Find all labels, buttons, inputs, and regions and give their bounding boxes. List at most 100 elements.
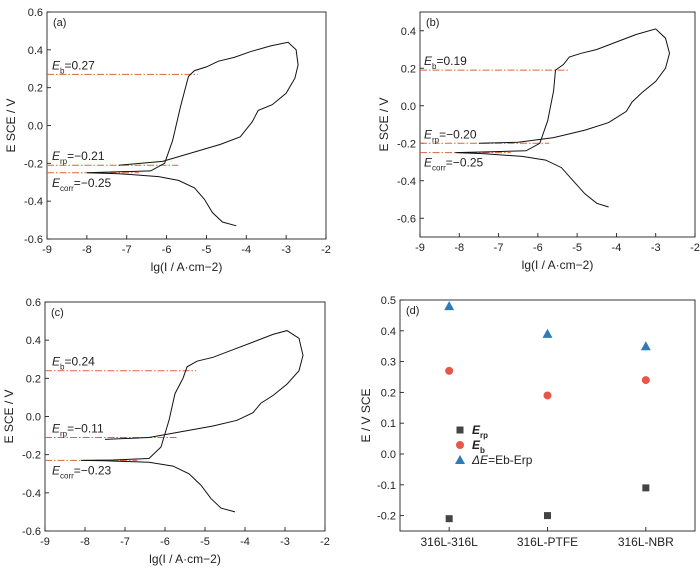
x-tick-label: -8 [80,536,90,548]
y-tick-label: -0.6 [24,234,43,246]
label-value: =−0.21 [67,149,105,163]
label-symbol: E [52,176,61,190]
y-tick-label: 0.4 [28,45,43,57]
polarization-curve [80,330,304,513]
panel-a: -9 -8 -7 -6 -5 -4 -3 -2 0.6 0.4 0.2 0.0 -0.2 -0.4 -0.6… [4,7,331,274]
label-symbol: E [52,355,61,369]
data-point [445,366,454,375]
category-label: 316L-NBR [618,535,674,549]
annotation-rp: Erp=−0.11 [52,421,104,438]
y-tick-label: 0.2 [26,373,41,385]
label-value: =−0.23 [74,463,112,477]
plot-frame [46,11,327,240]
x-tick-label: -6 [162,244,172,256]
legend-marker [456,426,464,434]
annotation-b: Eb=0.27 [52,58,95,75]
y-tick-label: 0.6 [28,7,43,19]
data-point [444,301,455,311]
y-tick-label: -0.6 [22,526,41,538]
category-label: 316L-316L [420,535,478,549]
polarization-curve [86,41,299,227]
label-subscript: rp [60,429,68,438]
label-value: =0.27 [64,58,95,72]
label-subscript: corr [432,164,446,173]
y-axis-label: E SCE / V [4,98,18,152]
x-tick-label: -8 [82,244,92,256]
y-axis-label: E SCE / V [377,97,391,151]
y-axis-label: E / V SCE [359,388,373,442]
y-tick-label: 0.0 [381,449,396,461]
y-tick-label: -0.2 [24,158,43,170]
legend-extra: =Eb-Erp [488,453,533,467]
label-subscript: corr [60,471,74,480]
label-value: =0.24 [64,355,95,369]
annotation-corr: Ecorr=−0.25 [424,156,483,173]
panel-label: (c) [51,307,64,319]
annotation-corr: Ecorr=−0.25 [52,176,111,193]
x-tick-label: -5 [572,242,582,254]
label-value: =−0.11 [67,421,104,435]
legend-subscript: b [480,446,485,455]
x-tick-label: -9 [415,242,425,254]
y-tick-label: -0.4 [397,176,416,188]
y-tick-label: 0.0 [26,412,41,424]
panel-label: (d) [406,305,419,317]
x-tick-label: -2 [690,242,700,254]
label-value: =−0.25 [74,176,112,190]
data-point [640,341,651,351]
y-tick-label: 0.2 [401,63,416,75]
annotation-b: Eb=0.24 [52,355,95,372]
label-value: =−0.20 [439,127,477,141]
legend-label: Eb [472,438,485,455]
y-tick-label: 0.0 [401,101,416,113]
x-tick-label: -3 [651,242,661,254]
y-tick-label: -0.2 [397,138,416,150]
label-symbol: E [52,149,61,163]
annotation-corr: Ecorr=−0.23 [52,463,111,480]
plot-frame [419,11,696,238]
x-tick-label: -3 [281,244,291,256]
y-tick-label: 0.4 [401,26,416,38]
x-tick-label: -6 [533,242,543,254]
x-tick-label: -4 [240,536,250,548]
label-value: =0.19 [436,54,467,68]
annotation-b: Eb=0.19 [424,54,467,71]
y-tick-label: -0.6 [397,213,416,225]
legend-symbol: ΔE [471,453,489,467]
panel-label: (a) [53,17,66,29]
x-tick-label: -5 [200,536,210,548]
panel-b: -9 -8 -7 -6 -5 -4 -3 -2 0.4 0.2 0.0 -0.2 -0.4 -0.6 (b)… [377,11,700,272]
x-tick-label: -9 [40,536,50,548]
label-subscript: b [60,363,65,372]
x-tick-label: -4 [241,244,251,256]
data-point [641,376,650,385]
y-tick-label: 0.6 [26,297,41,309]
data-point [544,512,551,520]
data-point [543,391,552,400]
polarization-curve [455,28,671,208]
label-subscript: corr [60,184,74,193]
plot-frame [44,301,326,532]
x-tick-label: -8 [454,242,464,254]
x-tick-label: -7 [122,244,132,256]
legend-label: ΔE=Eb-Erp [471,453,533,467]
category-label: 316L-PTFE [517,535,578,549]
y-axis-label: E SCE / V [2,389,16,443]
label-subscript: rp [60,157,68,166]
y-tick-label: -0.1 [377,480,396,492]
y-tick-label: -0.2 [22,450,41,462]
y-tick-label: 0.5 [381,295,396,307]
label-symbol: E [424,156,433,170]
legend-marker [455,455,465,464]
x-tick-label: -2 [321,244,331,256]
x-tick-label: -9 [42,244,52,256]
y-tick-label: 0.4 [26,335,41,347]
annotation-rp: Erp=−0.21 [52,149,105,166]
x-tick-label: -3 [280,536,290,548]
annotation-rp: Erp=−0.20 [424,127,477,144]
y-tick-label: -0.2 [377,511,396,523]
x-tick-label: -4 [612,242,622,254]
label-symbol: E [52,463,61,477]
legend-label: Erp [472,423,488,440]
x-axis-label: lg(I / A·cm−2) [522,258,594,272]
